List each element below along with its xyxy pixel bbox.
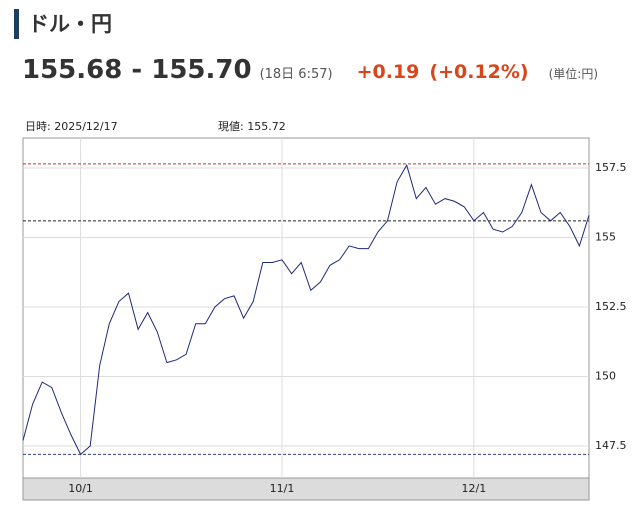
title: ドル・円 [14, 9, 112, 39]
quote-row: 155.68 - 155.70 (18日 6:57) +0.19 (+0.12%) (単… [22, 55, 598, 85]
y-tick-label: 150 [595, 370, 616, 383]
change: +0.19 [356, 61, 420, 83]
unit: (単位:円) [548, 67, 599, 81]
change-pct: (+0.12%) [429, 61, 529, 83]
current-label: 現値: 155.72 [218, 120, 286, 133]
price-line [22, 163, 590, 456]
x-axis-strip [22, 477, 590, 501]
x-tick-label: 10/1 [68, 482, 93, 495]
x-tick-label: 12/1 [462, 482, 487, 495]
price: 155.68 - 155.70 [22, 55, 252, 85]
y-tick-label: 157.5 [595, 161, 627, 174]
y-tick-label: 152.5 [595, 300, 627, 313]
time: (18日 6:57) [259, 67, 333, 82]
y-tick-label: 155 [595, 231, 616, 244]
date-label: 日時: 2025/12/17 [25, 120, 118, 133]
x-tick-label: 11/1 [270, 482, 295, 495]
y-tick-label: 147.5 [595, 439, 627, 452]
plot-frame [22, 137, 590, 479]
